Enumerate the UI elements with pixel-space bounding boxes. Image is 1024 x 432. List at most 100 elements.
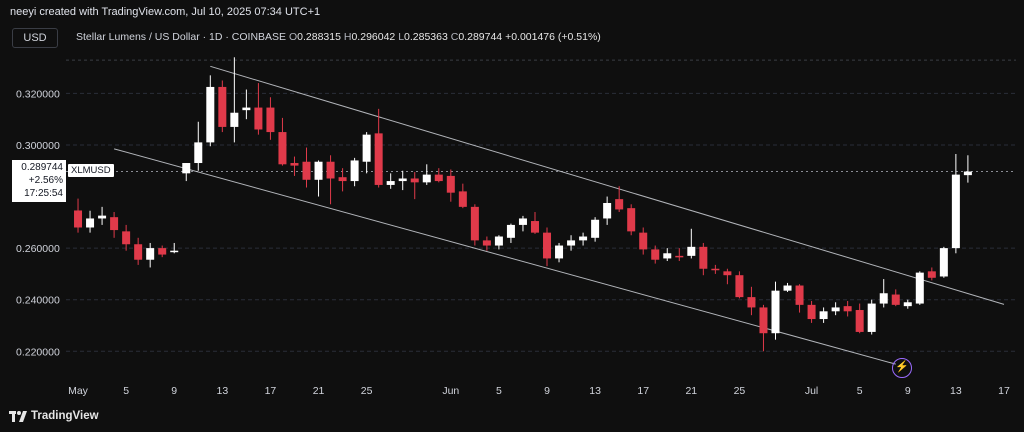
candle-body — [879, 293, 888, 304]
bolt-icon[interactable]: ⚡ — [892, 358, 912, 378]
open-label: O — [288, 31, 298, 43]
candle-body — [711, 268, 720, 271]
tradingview-brand[interactable]: TradingView — [9, 410, 99, 422]
candle-body — [915, 272, 924, 304]
candle-body — [747, 297, 756, 308]
candle-body — [386, 181, 395, 185]
y-tick-label: 0.220000 — [16, 346, 60, 358]
symbol-tag: XLMUSD — [68, 164, 114, 177]
candle-body — [110, 217, 119, 231]
candle-body — [963, 171, 972, 176]
candle-body — [482, 240, 491, 246]
x-tick-label: 5 — [857, 385, 863, 397]
x-tick-label: 25 — [734, 385, 746, 397]
high-label: H — [343, 31, 352, 43]
candle-body — [723, 271, 732, 276]
x-tick-label: 21 — [685, 385, 697, 397]
candle-body — [771, 290, 780, 334]
candle-body — [338, 177, 347, 182]
candle-body — [855, 310, 864, 332]
high-value: 0.296042 — [351, 31, 396, 43]
currency-button[interactable]: USD — [12, 28, 58, 48]
candle-body — [350, 160, 359, 182]
attribution-text: neeyi created with TradingView.com, Jul … — [10, 6, 321, 18]
close-label: C — [450, 31, 459, 43]
candle-body — [807, 304, 816, 320]
x-tick-label: Jun — [442, 385, 459, 397]
candle-body — [230, 112, 239, 127]
open-value: 0.288315 — [297, 31, 341, 43]
candle-body — [158, 248, 167, 255]
x-tick-label: 13 — [216, 385, 228, 397]
candle-body — [675, 255, 684, 258]
candle-body — [302, 161, 311, 180]
candle-body — [615, 199, 624, 210]
candle-body — [831, 307, 840, 312]
candle-body — [687, 246, 696, 256]
candle-body — [458, 191, 467, 207]
candle-body — [891, 294, 900, 305]
legend-title: Stellar Lumens / US Dollar · 1D · COINBA… — [76, 31, 287, 43]
x-tick-label: 25 — [361, 385, 373, 397]
candle-body — [939, 248, 948, 277]
candle-body — [699, 246, 708, 269]
low-value: 0.285363 — [404, 31, 448, 43]
candle-body — [74, 210, 83, 228]
candle-body — [290, 163, 299, 166]
x-tick-label: 9 — [544, 385, 550, 397]
last-price-value: 0.289744 — [21, 162, 63, 173]
candle-body — [86, 218, 95, 228]
candle-body — [398, 178, 407, 182]
candle-body — [494, 236, 503, 246]
change-value: +0.001476 (+0.51%) — [505, 31, 601, 43]
x-tick-label: 9 — [905, 385, 911, 397]
y-tick-label: 0.300000 — [16, 140, 60, 152]
x-tick-label: 17 — [637, 385, 649, 397]
x-tick-label: May — [68, 385, 89, 397]
y-tick-label: 0.320000 — [16, 88, 60, 100]
y-tick-label: 0.260000 — [16, 243, 60, 255]
candle-body — [567, 240, 576, 246]
candle-body — [603, 202, 612, 219]
tradingview-logo-icon — [9, 410, 27, 422]
trendline-upper — [210, 65, 1005, 305]
candle-body — [639, 232, 648, 250]
candle-body — [422, 174, 431, 183]
candle-body — [651, 249, 660, 260]
candle-body — [134, 244, 143, 260]
candle-body — [410, 178, 419, 183]
y-tick-label: 0.240000 — [16, 295, 60, 307]
candle-body — [903, 302, 912, 307]
candle-body — [819, 311, 828, 320]
candle-body — [735, 275, 744, 298]
candle-body — [266, 107, 275, 133]
candle-body — [518, 218, 527, 225]
brand-name: TradingView — [31, 410, 99, 422]
candle-body — [627, 208, 636, 232]
candle-body — [867, 303, 876, 332]
x-tick-label: 13 — [950, 385, 962, 397]
candle-body — [146, 248, 155, 260]
candle-body — [470, 206, 479, 241]
candle-body — [374, 133, 383, 185]
candle-body — [182, 163, 191, 174]
candle-body — [218, 86, 227, 127]
candle-body — [446, 175, 455, 193]
x-tick-label: 13 — [589, 385, 601, 397]
candle-body — [579, 236, 588, 241]
x-tick-label: 9 — [171, 385, 177, 397]
candle-body — [362, 134, 371, 162]
candle-body — [314, 161, 323, 180]
candle-body — [98, 215, 107, 219]
candle-body — [194, 142, 203, 164]
last-price-change: +2.56% — [28, 175, 63, 186]
candle-body — [122, 231, 131, 245]
candle-body — [843, 306, 852, 312]
candle-body — [591, 219, 600, 238]
last-price-label: 0.289744 +2.56% 17:25:54 — [12, 160, 66, 202]
candle-body — [555, 245, 564, 259]
candle-body — [530, 221, 539, 233]
candle-body — [759, 307, 768, 334]
candle-body — [795, 285, 804, 305]
